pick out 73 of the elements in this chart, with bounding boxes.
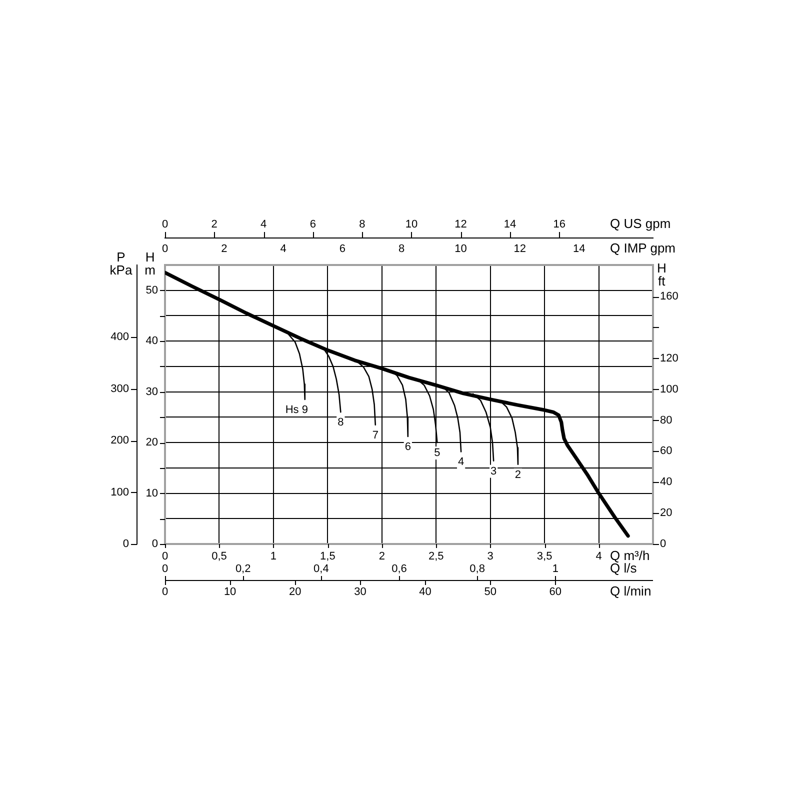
y-tick-label: 10 [146, 487, 158, 500]
text: 2 [221, 243, 228, 256]
x-tick-label: 3 [487, 550, 494, 563]
text: 14 [572, 243, 586, 256]
y-tick-label: 30 [146, 386, 158, 398]
text: 20 [289, 586, 302, 598]
y-tick-label: 20 [146, 436, 158, 449]
series-label: 7 [372, 429, 378, 442]
series-label: Hs 9 [285, 404, 308, 416]
y3-tick-label: 80 [660, 414, 672, 426]
y3-tick-label: 120 [660, 352, 678, 364]
x2-tick-label: 4 [260, 218, 267, 230]
text: 10 [224, 586, 236, 598]
text: 8 [398, 243, 405, 256]
text: 1 [552, 563, 558, 576]
y3-tick-label: 40 [660, 476, 672, 488]
y3-tick-label: 20 [660, 507, 672, 520]
x-tick-label: 1 [270, 550, 277, 563]
x2-axis-title: Q US gpm [610, 216, 671, 232]
x2-tick-label: 8 [359, 218, 366, 230]
series-label: 6 [404, 440, 411, 453]
y2-tick-label: 400 [110, 331, 129, 344]
text: 0,4 [314, 563, 329, 576]
text: Q IMP gpm [610, 240, 676, 256]
y3-tick-label: 100 [660, 383, 678, 396]
x-axis-title: Q m³/h [610, 548, 650, 564]
y3-tick-label: 160 [660, 290, 678, 303]
x-tick-label: 2 [378, 550, 385, 563]
y2-tick-label: 100 [110, 486, 129, 498]
x2-tick-label: 2 [211, 218, 218, 230]
text: 40 [419, 586, 432, 598]
series-label: 3 [490, 465, 497, 478]
x2-tick-label: 10 [405, 218, 418, 230]
text: 10 [454, 243, 467, 256]
text: 6 [339, 243, 346, 256]
x-tick-label: 0,5 [212, 550, 227, 563]
x2-tick-label: 0 [162, 218, 168, 230]
series-label: 4 [458, 456, 464, 468]
text: 12 [514, 243, 526, 256]
text: 30 [354, 586, 366, 598]
y-tick-label: 0 [152, 538, 158, 550]
text: 0,6 [392, 563, 407, 576]
y3-axis-title: H ft [657, 260, 666, 289]
y3-tick-label: 0 [660, 538, 666, 550]
series-label: 2 [514, 468, 522, 481]
x2-tick-label: 14 [504, 218, 516, 230]
x-tick-label: 1,5 [320, 550, 336, 563]
x2-tick-label: 16 [553, 218, 566, 230]
y2-tick-label: 0 [122, 538, 129, 550]
text: 0 [162, 563, 168, 576]
y2-tick-label: 300 [110, 382, 129, 395]
text: 0,8 [470, 563, 485, 576]
x-tick-label: 2,5 [428, 550, 444, 563]
series-label: 5 [434, 447, 440, 460]
x2-tick-label: 12 [454, 218, 467, 230]
x-tick-label: 3,5 [536, 550, 552, 563]
text: 0,2 [235, 563, 251, 576]
series-label: 8 [338, 416, 344, 429]
text: 0 [162, 586, 168, 598]
y-axis-title: H m [144, 250, 156, 278]
y2-axis-title: P kPa [110, 250, 133, 278]
y-tick-label: 50 [146, 284, 158, 296]
text: Q l/min [610, 584, 652, 599]
y-tick-label: 40 [146, 335, 158, 348]
text: 0 [162, 243, 168, 256]
text: 50 [484, 586, 496, 598]
text: 60 [549, 586, 562, 598]
x-tick-label: 0 [162, 550, 168, 563]
text: 4 [280, 243, 286, 256]
x-tick-label: 4 [596, 550, 602, 563]
y2-tick-label: 200 [110, 434, 129, 447]
y3-tick-label: 60 [660, 445, 672, 458]
x2-tick-label: 6 [310, 218, 316, 230]
